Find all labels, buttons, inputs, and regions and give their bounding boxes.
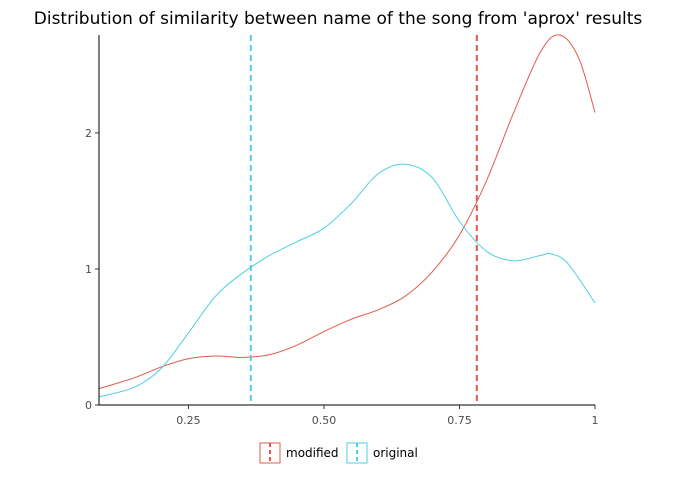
legend-label: original xyxy=(373,446,418,460)
legend-item-modified: modified xyxy=(259,442,339,464)
x-tick-label: 0.50 xyxy=(312,414,337,427)
y-tick-label: 2 xyxy=(85,127,92,140)
plot-area xyxy=(98,34,596,405)
legend-item-original: original xyxy=(346,442,418,464)
chart-title: Distribution of similarity between name … xyxy=(34,9,643,29)
legend-label: modified xyxy=(286,446,339,460)
x-axis-ticks: 0.25 0.50 0.75 1 xyxy=(176,405,599,427)
density-curve-original xyxy=(98,163,596,398)
y-tick-label: 1 xyxy=(85,263,92,276)
y-tick-label: 0 xyxy=(85,399,92,412)
y-axis-ticks: 0 1 2 xyxy=(85,127,99,412)
x-tick-label: 1 xyxy=(592,414,599,427)
legend: modified original xyxy=(259,442,418,464)
x-tick-label: 0.75 xyxy=(447,414,472,427)
x-tick-label: 0.25 xyxy=(176,414,201,427)
density-curve-modified xyxy=(98,34,596,390)
